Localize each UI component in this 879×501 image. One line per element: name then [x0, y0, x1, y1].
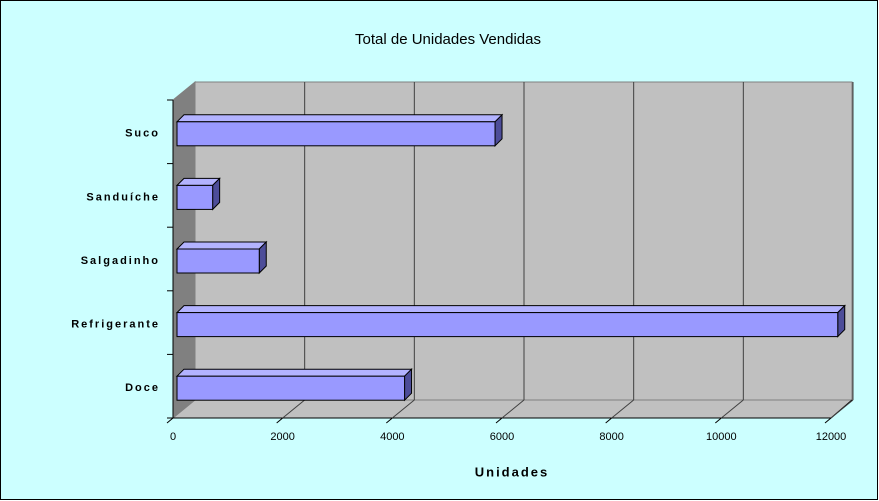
grid-line: [282, 399, 305, 419]
bar: [176, 248, 260, 274]
x-tick: [276, 417, 283, 424]
x-tick: [386, 417, 393, 424]
y-tick-label: Doce: [125, 382, 160, 394]
x-tick: [166, 417, 174, 424]
grid-line: [830, 399, 854, 419]
bar: [176, 121, 496, 147]
grid-line: [392, 399, 415, 419]
x-tick-label: 6000: [490, 431, 514, 443]
x-tick-label: 4000: [380, 431, 404, 443]
y-tick-label: Suco: [125, 128, 160, 140]
chart-title: Total de Unidades Vendidas: [355, 31, 541, 48]
x-tick: [715, 417, 722, 424]
x-axis-title: Unidades: [475, 464, 550, 479]
x-tick: [495, 417, 503, 424]
bar: [176, 375, 406, 401]
bar-top: [175, 368, 413, 377]
x-tick-label: 8000: [599, 431, 623, 443]
x-tick: [605, 417, 612, 424]
y-tick-label: Sanduíche: [86, 191, 160, 203]
grid-line: [721, 399, 744, 419]
bar: [176, 184, 214, 210]
y-tick-label: Refrigerante: [71, 319, 160, 331]
grid-line: [501, 399, 525, 419]
bar: [176, 312, 839, 338]
x-tick-label: 10000: [706, 431, 737, 443]
bar-top: [175, 305, 846, 314]
y-tick-label: Salgadinho: [81, 255, 160, 267]
x-tick-label: 12000: [816, 431, 847, 443]
x-tick: [824, 417, 832, 424]
x-tick-label: 0: [170, 431, 176, 443]
bar-top: [175, 241, 268, 250]
x-tick-label: 2000: [270, 431, 294, 443]
grid-line: [611, 399, 634, 419]
bar-top: [175, 114, 504, 123]
